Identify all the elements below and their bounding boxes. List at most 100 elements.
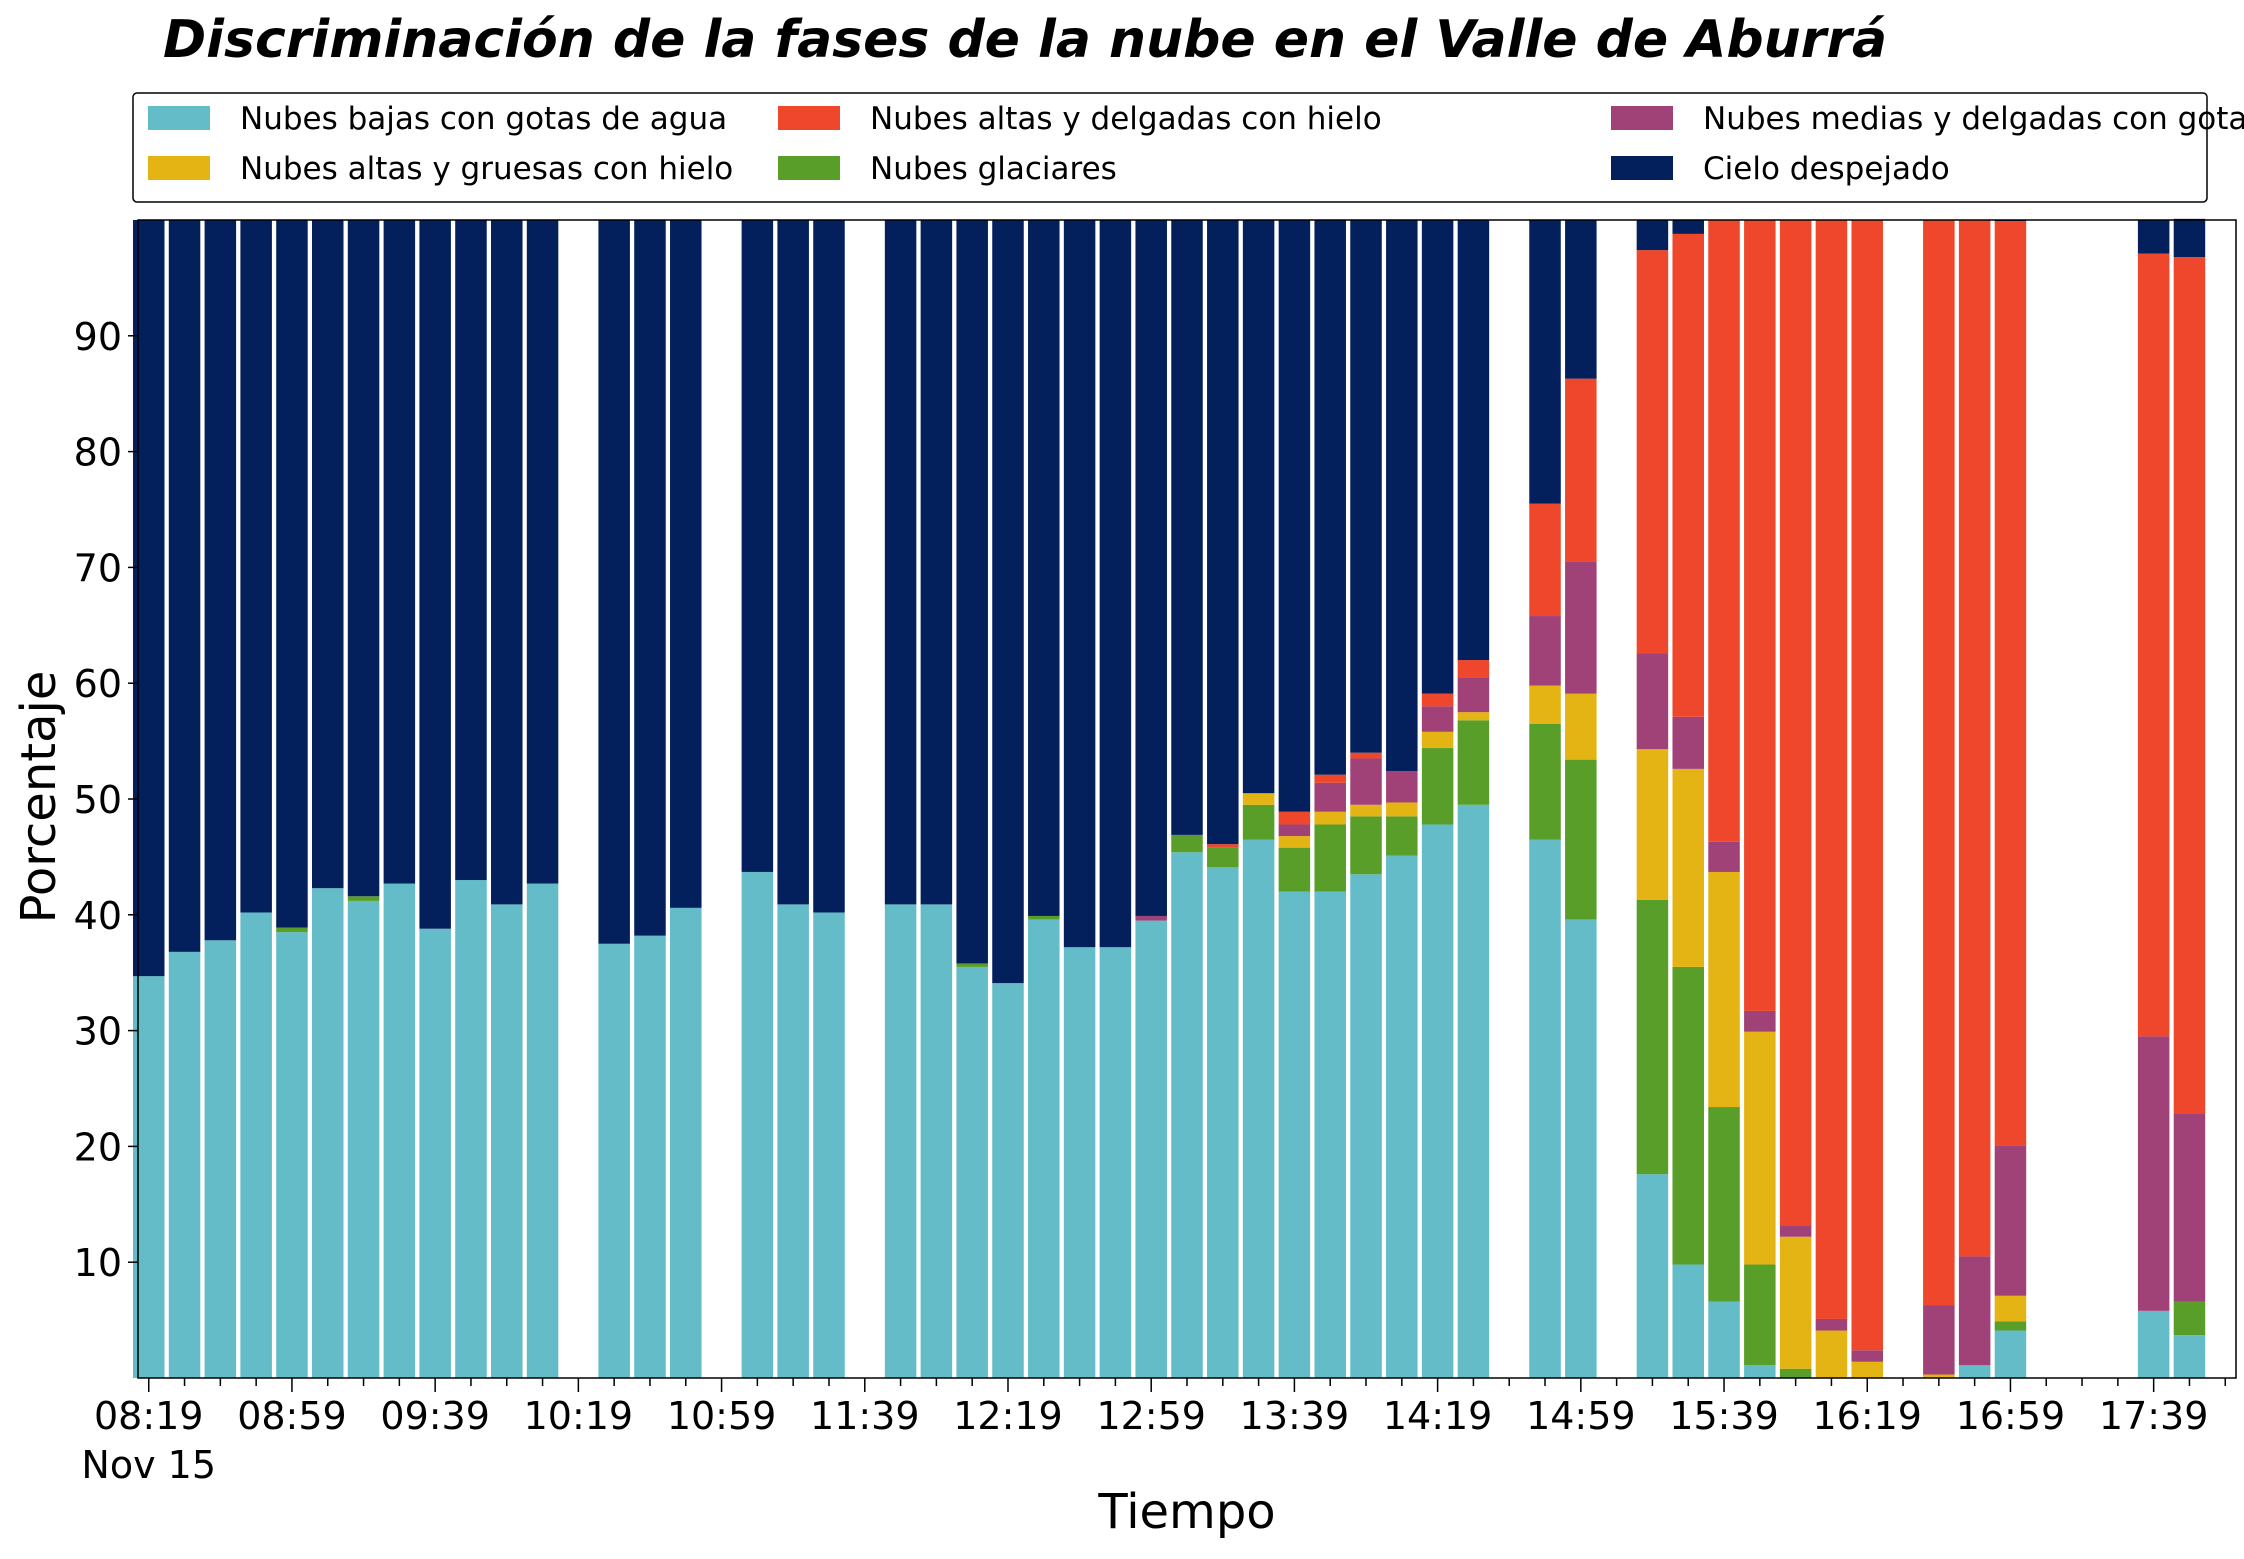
bar-segment-1519-nubes-bajas-con-gotas-de-agua — [1636, 1174, 1669, 1378]
x-tick-label-0819: 08:19 — [94, 1394, 204, 1438]
bar-segment-1619-nubes-medias-y-delgadas-con-gotas-de-agua — [1851, 1350, 1883, 1362]
bar-segment-1239-nubes-bajas-con-gotas-de-agua — [1063, 947, 1096, 1378]
x-tick-label-1739: 17:39 — [2099, 1394, 2209, 1438]
legend-swatch-cielo-despejado — [1611, 156, 1673, 180]
bar-segment-1409-nubes-altas-y-gruesas-con-hielo — [1386, 802, 1418, 817]
x-tick-label-1059: 10:59 — [667, 1394, 777, 1438]
bar-segment-1419-nubes-altas-y-delgadas-con-hielo — [1421, 693, 1454, 707]
bar-segment-1219-nubes-bajas-con-gotas-de-agua — [992, 983, 1024, 1378]
bar-segment-1129-cielo-despejado — [813, 220, 845, 913]
bar-segment-1259-nubes-medias-y-delgadas-con-gotas-de-agua — [1135, 915, 1167, 921]
bar-segment-1529-nubes-altas-y-gruesas-con-hielo — [1672, 768, 1704, 967]
bar-segment-1529-nubes-bajas-con-gotas-de-agua — [1672, 1264, 1704, 1378]
bar-segment-1209-nubes-bajas-con-gotas-de-agua — [956, 966, 988, 1378]
bar-segment-1249-nubes-bajas-con-gotas-de-agua — [1099, 947, 1132, 1378]
bar-segment-1549-nubes-medias-y-delgadas-con-gotas-de-agua — [1744, 1010, 1776, 1032]
legend-label-nubes-altas-y-gruesas-con-hielo: Nubes altas y gruesas con hielo — [240, 151, 733, 187]
bar-segment-1109-nubes-bajas-con-gotas-de-agua — [741, 871, 774, 1378]
bar-segment-1519-nubes-altas-y-gruesas-con-hielo — [1636, 749, 1669, 900]
legend-frame — [132, 92, 2208, 203]
y-tick-label-50: 50 — [74, 778, 122, 822]
bar-segment-1449-nubes-altas-y-delgadas-con-hielo — [1529, 503, 1561, 617]
bar-segment-1359-nubes-medias-y-delgadas-con-gotas-de-agua — [1350, 758, 1382, 805]
bar-segment-1029-nubes-bajas-con-gotas-de-agua — [598, 943, 630, 1378]
bar-segment-1209-cielo-despejado — [956, 220, 988, 964]
bar-segment-1009-nubes-bajas-con-gotas-de-agua — [526, 883, 559, 1378]
legend-swatch-nubes-medias-y-delgadas-con-gotas-de-agua — [1611, 106, 1673, 130]
bar-segment-1519-cielo-despejado — [1636, 220, 1669, 251]
y-tick-label-20: 20 — [74, 1125, 122, 1169]
bar-segment-1419-nubes-medias-y-delgadas-con-gotas-de-agua — [1421, 706, 1454, 732]
bar-segment-1649-nubes-bajas-con-gotas-de-agua — [1958, 1365, 1991, 1378]
legend-label-nubes-bajas-con-gotas-de-agua: Nubes bajas con gotas de agua — [240, 101, 727, 137]
bar-segment-0929-cielo-despejado — [383, 220, 416, 884]
bar-segment-1549-nubes-altas-y-delgadas-con-hielo — [1744, 220, 1776, 1011]
bar-segment-1329-nubes-bajas-con-gotas-de-agua — [1242, 839, 1275, 1378]
bar-segment-1409-cielo-despejado — [1386, 220, 1418, 772]
bar-segment-1429-nubes-altas-y-delgadas-con-hielo — [1457, 660, 1490, 678]
bar-segment-1539-nubes-altas-y-delgadas-con-hielo — [1708, 220, 1740, 842]
y-tick-label-30: 30 — [74, 1010, 122, 1054]
bar-segment-1459-nubes-altas-y-delgadas-con-hielo — [1565, 378, 1597, 562]
bar-segment-1359-cielo-despejado — [1350, 220, 1382, 753]
y-tick-label-90: 90 — [74, 315, 122, 359]
bar-segment-1119-cielo-despejado — [777, 220, 809, 905]
x-axis: 08:19 Nov 15 08:59 09:39 10:19 10:59 11:39 12:1… — [81, 1378, 2227, 1487]
bar-segment-1039-nubes-bajas-con-gotas-de-agua — [634, 935, 666, 1378]
bar-segment-0939-nubes-bajas-con-gotas-de-agua — [419, 928, 451, 1378]
bar-segment-1429-nubes-altas-y-gruesas-con-hielo — [1457, 712, 1490, 721]
bar-segment-1049-nubes-bajas-con-gotas-de-agua — [670, 907, 702, 1378]
bar-segment-1559-nubes-altas-y-delgadas-con-hielo — [1779, 220, 1812, 1226]
chart-title: Discriminación de la fases de la nube en… — [163, 10, 1887, 70]
y-axis-label: Porcentaje — [11, 671, 67, 924]
bar-segment-1029-cielo-despejado — [598, 220, 630, 944]
bar-segment-1449-nubes-glaciares — [1529, 723, 1561, 840]
bar-segment-1449-nubes-medias-y-delgadas-con-gotas-de-agua — [1529, 616, 1561, 686]
bar-segment-1639-nubes-medias-y-delgadas-con-gotas-de-agua — [1923, 1305, 1955, 1375]
plot-area: 10 20 30 40 50 60 70 80 90 08:19 Nov 15 08:59 09:39… — [74, 218, 2237, 1487]
bar-segment-1339-nubes-altas-y-delgadas-con-hielo — [1278, 811, 1311, 825]
y-tick-label-40: 40 — [74, 894, 122, 938]
bar-segment-1659-nubes-medias-y-delgadas-con-gotas-de-agua — [1994, 1145, 2027, 1296]
legend: Nubes bajas con gotas de agua Nubes altas… — [132, 92, 2244, 203]
bar-segment-1049-cielo-despejado — [670, 220, 702, 908]
bar-segment-1749-nubes-bajas-con-gotas-de-agua — [2173, 1335, 2206, 1378]
bar-segment-1539-nubes-bajas-con-gotas-de-agua — [1708, 1301, 1740, 1378]
bar-segment-1349-nubes-altas-y-gruesas-con-hielo — [1314, 811, 1346, 825]
x-tick-label-1459: 14:59 — [1526, 1394, 1636, 1438]
bar-segment-0859-nubes-bajas-con-gotas-de-agua — [276, 932, 308, 1378]
bar-segment-1409-nubes-glaciares — [1386, 816, 1418, 856]
bar-segment-1359-nubes-glaciares — [1350, 816, 1382, 875]
x-tick-label-1019: 10:19 — [524, 1394, 634, 1438]
bar-segment-1309-nubes-bajas-con-gotas-de-agua — [1171, 852, 1203, 1378]
bar-segment-1149-nubes-bajas-con-gotas-de-agua — [884, 904, 917, 1378]
bar-segment-1519-nubes-altas-y-delgadas-con-hielo — [1636, 250, 1669, 654]
bar-segment-1229-cielo-despejado — [1028, 220, 1060, 916]
bar-segment-1419-nubes-bajas-con-gotas-de-agua — [1421, 824, 1454, 1378]
bar-segment-1739-nubes-bajas-con-gotas-de-agua — [2137, 1310, 2170, 1378]
bar-segment-1459-nubes-altas-y-gruesas-con-hielo — [1565, 693, 1597, 760]
bar-segment-1429-nubes-glaciares — [1457, 720, 1490, 805]
bar-segment-1529-nubes-medias-y-delgadas-con-gotas-de-agua — [1672, 716, 1704, 769]
bar-segment-1249-cielo-despejado — [1099, 220, 1132, 948]
legend-swatch-nubes-glaciares — [778, 156, 840, 180]
legend-swatch-nubes-altas-y-gruesas-con-hielo — [148, 156, 210, 180]
legend-swatch-nubes-bajas-con-gotas-de-agua — [148, 106, 210, 130]
bar-segment-1639-nubes-altas-y-gruesas-con-hielo — [1923, 1374, 1955, 1378]
x-tick-label-1139: 11:39 — [810, 1394, 920, 1438]
bar-segment-1109-cielo-despejado — [741, 220, 774, 872]
x-axis-label: Tiempo — [1097, 1484, 1275, 1540]
bar-segment-1749-nubes-altas-y-delgadas-con-hielo — [2173, 257, 2206, 1114]
y-tick-label-60: 60 — [74, 662, 122, 706]
bar-segment-1319-nubes-altas-y-delgadas-con-hielo — [1207, 844, 1239, 848]
bar-segment-1329-nubes-altas-y-gruesas-con-hielo — [1242, 793, 1275, 805]
y-tick-label-10: 10 — [74, 1241, 122, 1285]
bar-segment-1449-cielo-despejado — [1529, 220, 1561, 504]
bar-segment-1319-cielo-despejado — [1207, 220, 1239, 845]
bar-segment-1459-nubes-medias-y-delgadas-con-gotas-de-agua — [1565, 561, 1597, 694]
legend-label-nubes-medias-y-delgadas-con-gotas-de-agua: Nubes medias y delgadas con gotas de agu… — [1703, 101, 2244, 137]
bar-segment-1149-cielo-despejado — [884, 220, 917, 905]
x-tick-label-1419: 14:19 — [1383, 1394, 1493, 1438]
x-tick-label-1659: 16:59 — [1956, 1394, 2066, 1438]
bar-segment-0959-nubes-bajas-con-gotas-de-agua — [491, 904, 523, 1378]
